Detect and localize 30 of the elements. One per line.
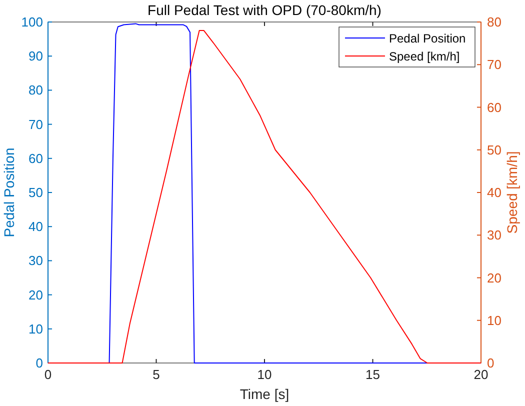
y2-tick-label: 30 [487, 228, 502, 243]
chart-title: Full Pedal Test with OPD (70-80km/h) [148, 2, 382, 18]
y-tick-label: 100 [21, 14, 43, 30]
x-tick-label: 15 [366, 367, 380, 382]
y2-tick-label: 0 [487, 356, 494, 370]
y-tick-label: 60 [28, 150, 43, 166]
y2-tick-label: 60 [487, 100, 502, 115]
y-tick-label: 50 [28, 185, 43, 200]
y-tick-label: 80 [28, 82, 43, 98]
y2-tick-label: 20 [487, 270, 502, 286]
y-tick-label: 20 [28, 287, 43, 302]
x-tick-label: 20 [474, 367, 488, 382]
y-tick-label: 90 [28, 48, 43, 64]
y2-tick-label: 80 [487, 14, 502, 30]
x-tick-label: 5 [152, 367, 160, 382]
y-tick-label: 70 [28, 116, 43, 132]
y-tick-label: 40 [28, 219, 43, 234]
y2-tick-label: 10 [487, 312, 502, 328]
y-tick-label: 10 [28, 321, 43, 336]
legend-label: Speed [km/h] [389, 50, 460, 64]
y-axis-title: Pedal Position [1, 148, 17, 238]
y-tick-label: 0 [36, 356, 43, 370]
x-axis-title: Time [s] [240, 386, 290, 402]
y2-tick-label: 70 [487, 57, 502, 72]
y2-tick-label: 40 [487, 185, 502, 200]
y2-axis-title: Speed [km/h] [504, 151, 520, 234]
x-tick-label: 10 [257, 367, 272, 382]
y2-tick-label: 50 [487, 142, 502, 158]
legend-label: Pedal Position [389, 32, 466, 46]
y-tick-label: 30 [28, 253, 43, 268]
